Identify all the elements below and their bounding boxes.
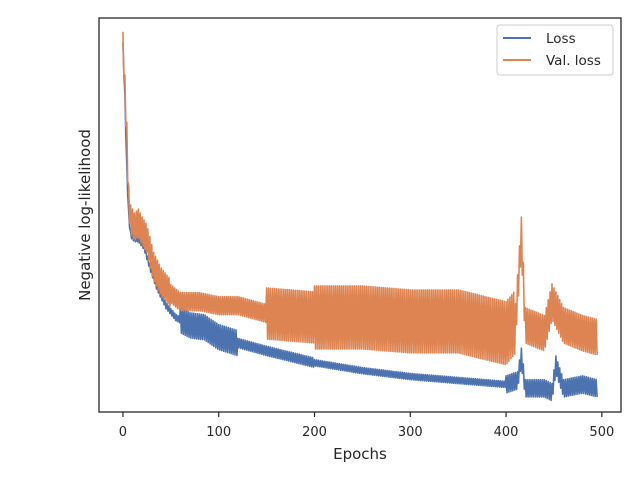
- x-tick-label: 300: [398, 425, 423, 440]
- series-layer: [122, 31, 598, 402]
- x-tick-label: 400: [494, 425, 519, 440]
- y-axis-label: Negative log-likelihood: [76, 129, 94, 301]
- legend-label-val-loss: Val. loss: [546, 53, 601, 69]
- x-tick-label: 100: [206, 425, 231, 440]
- x-tick-label: 200: [302, 425, 327, 440]
- x-axis-label: Epochs: [333, 445, 387, 463]
- x-tick-label: 500: [589, 425, 614, 440]
- x-tick-label: 0: [119, 425, 127, 440]
- legend: Loss Val. loss: [496, 24, 614, 76]
- series-line-loss: [122, 42, 598, 402]
- plot-frame: [98, 17, 622, 413]
- x-axis-ticks: 0 100 200 300 400 500: [119, 412, 614, 440]
- legend-label-loss: Loss: [546, 31, 576, 47]
- series-line-val-loss: [122, 31, 598, 366]
